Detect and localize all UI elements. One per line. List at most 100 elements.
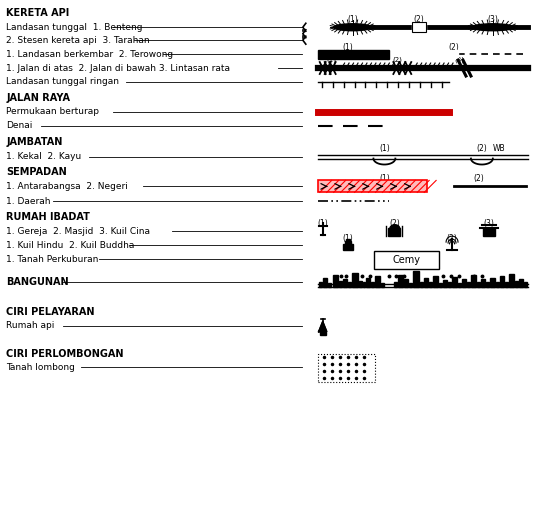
Text: (1): (1) — [342, 43, 353, 52]
Text: 1. Kekal  2. Kayu: 1. Kekal 2. Kayu — [6, 152, 82, 161]
Bar — [439, 283, 442, 287]
Text: (2): (2) — [389, 219, 400, 228]
Bar — [319, 282, 322, 287]
Bar — [524, 282, 527, 287]
Bar — [359, 281, 361, 287]
Bar — [323, 278, 326, 287]
Bar — [424, 278, 428, 287]
Text: WB: WB — [493, 144, 505, 153]
Bar — [398, 275, 403, 287]
Bar — [332, 275, 338, 287]
Bar — [477, 282, 480, 287]
Text: (1): (1) — [379, 144, 390, 153]
Bar — [471, 275, 476, 287]
Text: Rumah api: Rumah api — [6, 321, 55, 330]
Text: 1. Kuil Hindu  2. Kuil Buddha: 1. Kuil Hindu 2. Kuil Buddha — [6, 241, 135, 250]
Bar — [458, 283, 461, 287]
Bar — [467, 282, 470, 287]
Text: (2): (2) — [393, 57, 402, 63]
Ellipse shape — [472, 24, 514, 31]
Text: Landasan tunggal  1. Benteng: Landasan tunggal 1. Benteng — [6, 23, 143, 32]
Text: 1. Landasan berkembar  2. Terowong: 1. Landasan berkembar 2. Terowong — [6, 50, 173, 58]
Bar — [490, 278, 495, 287]
Text: (2): (2) — [474, 174, 484, 183]
Text: Landasan tunggal ringan: Landasan tunggal ringan — [6, 77, 119, 87]
Text: (1): (1) — [326, 57, 337, 63]
Bar — [404, 279, 408, 287]
Bar — [452, 277, 457, 287]
Text: (1): (1) — [342, 234, 353, 243]
Text: 1. Jalan di atas  2. Jalan di bawah 3. Lintasan rata: 1. Jalan di atas 2. Jalan di bawah 3. Li… — [6, 64, 230, 73]
Bar — [328, 283, 331, 287]
Bar — [433, 276, 438, 287]
Bar — [500, 276, 504, 287]
Text: BANGUNAN: BANGUNAN — [6, 277, 69, 287]
Text: Cemy: Cemy — [393, 255, 420, 265]
Text: KERETA API: KERETA API — [6, 8, 70, 18]
Text: Tanah lombong: Tanah lombong — [6, 363, 75, 372]
Bar — [318, 354, 375, 382]
Bar — [429, 282, 432, 287]
Bar — [496, 282, 499, 287]
Text: JALAN RAYA: JALAN RAYA — [6, 93, 70, 103]
Polygon shape — [319, 322, 326, 331]
Bar — [343, 244, 353, 250]
Bar — [515, 281, 518, 287]
Text: 1. Antarabangsa  2. Negeri: 1. Antarabangsa 2. Negeri — [6, 182, 128, 191]
Bar — [509, 274, 514, 287]
Bar — [362, 282, 366, 287]
Bar — [320, 331, 326, 335]
Bar — [318, 50, 389, 59]
Bar — [443, 280, 447, 287]
Bar — [346, 239, 350, 241]
Bar — [343, 279, 346, 287]
Text: (1): (1) — [379, 174, 390, 183]
Bar — [375, 276, 380, 287]
Bar — [394, 282, 397, 287]
Text: 1. Gereja  2. Masjid  3. Kuil Cina: 1. Gereja 2. Masjid 3. Kuil Cina — [6, 227, 150, 235]
Text: 2. Stesen kereta api  3. Tarahan: 2. Stesen kereta api 3. Tarahan — [6, 35, 150, 45]
Text: JAMBATAN: JAMBATAN — [6, 137, 63, 147]
Bar — [372, 282, 374, 287]
Text: (3): (3) — [483, 219, 494, 228]
Bar — [347, 282, 351, 287]
Text: Permukaan berturap: Permukaan berturap — [6, 108, 99, 116]
Text: 1. Tanah Perkuburan: 1. Tanah Perkuburan — [6, 255, 99, 264]
Bar — [409, 283, 412, 287]
Text: SEMPADAN: SEMPADAN — [6, 168, 67, 177]
Text: (2): (2) — [447, 234, 458, 243]
Bar — [462, 279, 466, 287]
Text: (1): (1) — [347, 15, 358, 24]
Bar — [412, 22, 426, 32]
Text: (3): (3) — [488, 15, 498, 24]
Text: (2): (2) — [476, 144, 487, 153]
Bar — [352, 273, 358, 287]
Bar — [412, 22, 426, 32]
Text: (2): (2) — [414, 15, 425, 24]
Bar — [413, 271, 419, 287]
Text: CIRI PELAYARAN: CIRI PELAYARAN — [6, 307, 95, 317]
Bar — [420, 282, 423, 287]
Bar — [339, 281, 342, 287]
Text: 1. Daerah: 1. Daerah — [6, 197, 51, 206]
Text: (1): (1) — [317, 219, 328, 228]
Bar — [505, 282, 508, 287]
Bar — [366, 278, 371, 287]
Bar — [318, 181, 427, 193]
Bar — [388, 228, 400, 236]
Text: Denai: Denai — [6, 121, 33, 130]
Bar — [381, 283, 384, 287]
Bar — [519, 279, 523, 287]
Bar — [345, 241, 351, 244]
Bar — [374, 251, 439, 269]
Text: (3): (3) — [454, 57, 464, 63]
Text: RUMAH IBADAT: RUMAH IBADAT — [6, 212, 90, 222]
Ellipse shape — [333, 24, 372, 31]
Bar — [486, 282, 489, 287]
Bar — [483, 228, 495, 236]
Text: (2): (2) — [448, 43, 460, 52]
Bar — [448, 282, 451, 287]
Bar — [436, 50, 458, 59]
Bar — [481, 279, 485, 287]
Text: CIRI PERLOMBONGAN: CIRI PERLOMBONGAN — [6, 349, 124, 359]
